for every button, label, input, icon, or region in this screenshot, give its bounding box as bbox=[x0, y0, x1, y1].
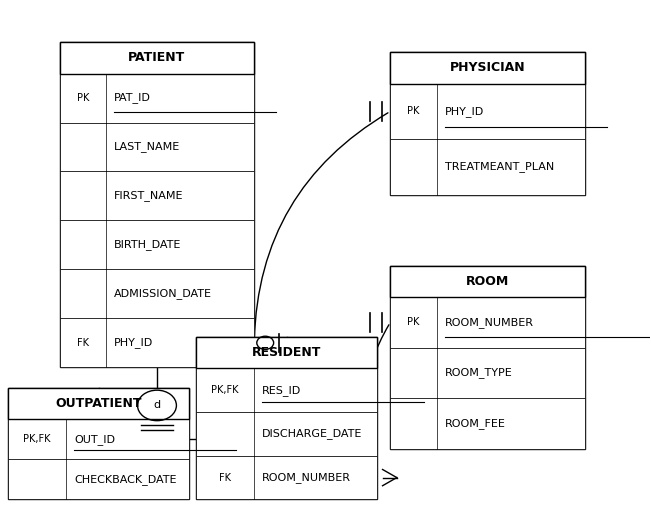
Text: OUTPATIENT: OUTPATIENT bbox=[55, 397, 142, 410]
Text: RES_ID: RES_ID bbox=[262, 385, 301, 396]
Bar bbox=[196, 337, 378, 499]
Bar bbox=[8, 419, 189, 459]
Bar bbox=[196, 456, 378, 499]
Text: ROOM: ROOM bbox=[466, 275, 509, 288]
Text: PK,FK: PK,FK bbox=[212, 385, 239, 395]
Text: FK: FK bbox=[77, 338, 89, 348]
FancyArrowPatch shape bbox=[364, 325, 389, 475]
Bar bbox=[391, 266, 585, 449]
Text: TREATMEANT_PLAN: TREATMEANT_PLAN bbox=[445, 161, 554, 172]
Bar bbox=[196, 412, 378, 456]
Text: ROOM_NUMBER: ROOM_NUMBER bbox=[445, 317, 534, 328]
Bar bbox=[60, 123, 254, 172]
Bar bbox=[8, 388, 189, 499]
Text: PAT_ID: PAT_ID bbox=[114, 92, 151, 104]
Text: FIRST_NAME: FIRST_NAME bbox=[114, 191, 184, 201]
Bar bbox=[391, 398, 585, 449]
Text: DISCHARGE_DATE: DISCHARGE_DATE bbox=[262, 428, 363, 439]
Bar bbox=[60, 269, 254, 318]
Text: BIRTH_DATE: BIRTH_DATE bbox=[114, 240, 182, 250]
Text: PHY_ID: PHY_ID bbox=[114, 337, 154, 349]
Text: PHYSICIAN: PHYSICIAN bbox=[450, 61, 525, 75]
Text: PK,FK: PK,FK bbox=[23, 434, 51, 444]
FancyArrowPatch shape bbox=[255, 113, 388, 340]
Text: ROOM_NUMBER: ROOM_NUMBER bbox=[262, 472, 351, 483]
Bar bbox=[391, 52, 585, 84]
Text: ROOM_FEE: ROOM_FEE bbox=[445, 418, 506, 429]
Bar bbox=[60, 172, 254, 220]
Bar bbox=[60, 42, 254, 367]
Bar bbox=[196, 368, 378, 412]
Text: PHY_ID: PHY_ID bbox=[445, 106, 484, 117]
Text: PK: PK bbox=[408, 317, 420, 328]
Bar bbox=[8, 388, 189, 419]
Bar bbox=[60, 74, 254, 123]
Text: PATIENT: PATIENT bbox=[128, 51, 186, 64]
Bar bbox=[391, 84, 585, 139]
Text: ROOM_TYPE: ROOM_TYPE bbox=[445, 367, 512, 378]
Bar bbox=[8, 459, 189, 499]
Text: FK: FK bbox=[219, 473, 231, 482]
Bar bbox=[60, 42, 254, 74]
Bar bbox=[391, 347, 585, 398]
Bar bbox=[391, 139, 585, 195]
Bar bbox=[391, 52, 585, 195]
Text: PK: PK bbox=[408, 106, 420, 117]
Bar bbox=[196, 337, 378, 368]
Bar bbox=[391, 297, 585, 347]
Text: CHECKBACK_DATE: CHECKBACK_DATE bbox=[74, 474, 176, 485]
Text: ADMISSION_DATE: ADMISSION_DATE bbox=[114, 288, 212, 299]
Bar bbox=[60, 318, 254, 367]
Text: LAST_NAME: LAST_NAME bbox=[114, 142, 180, 152]
Bar bbox=[391, 266, 585, 297]
Text: d: d bbox=[154, 401, 161, 410]
Text: OUT_ID: OUT_ID bbox=[74, 434, 115, 445]
Text: PK: PK bbox=[77, 93, 89, 103]
Bar bbox=[60, 220, 254, 269]
Text: RESIDENT: RESIDENT bbox=[252, 346, 322, 359]
